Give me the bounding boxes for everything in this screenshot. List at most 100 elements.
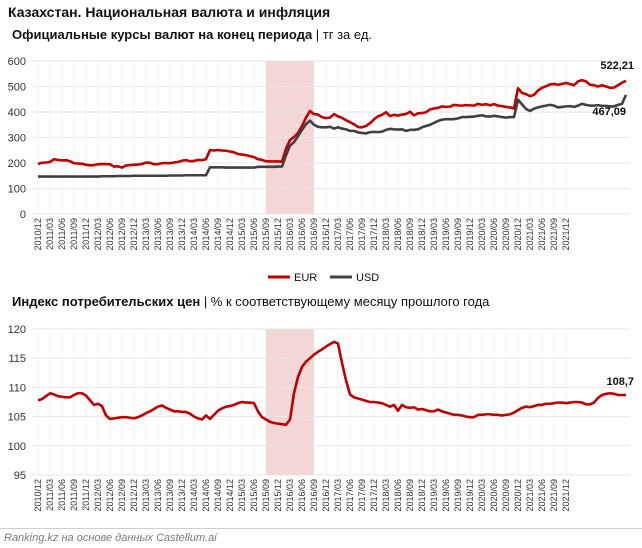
x-tick-label: 2018/03 [381,479,391,512]
x-tick-label: 2020/09 [501,218,511,251]
x-tick-label: 2020/03 [477,479,487,512]
x-tick-label: 2012/06 [105,218,115,251]
x-tick-label: 2019/12 [465,479,475,512]
series-line-usd [38,94,628,178]
x-tick-label: 2013/09 [165,479,175,512]
x-tick-label: 2014/12 [225,479,235,512]
x-tick-label: 2015/12 [273,218,283,251]
x-tick-label: 2011/03 [45,479,55,511]
chart-2-title: Индекс потребительских цен [12,294,201,309]
y-tick-label: 600 [8,56,26,68]
x-tick-label: 2020/09 [501,479,511,512]
legend-usd-label: USD [356,272,379,284]
x-tick-label: 2015/03 [237,479,247,512]
x-tick-label: 2010/12 [33,218,43,251]
x-tick-label: 2010/12 [33,479,43,512]
x-tick-label: 2012/09 [117,218,127,251]
footer: Ranking.kz на основе данных Castellum.ai [0,528,642,548]
y-tick-label: 105 [8,412,26,424]
y-tick-label: 100 [8,184,26,196]
x-tick-label: 2012/12 [129,218,139,251]
x-tick-label: 2021/06 [537,218,547,251]
x-tick-label: 2018/09 [405,479,415,512]
y-tick-label: 100 [8,441,26,453]
exchange-rate-chart: 0 100 200 300 400 500 600 2010/12 2011/03 2011/06… [8,56,634,284]
x-tick-label: 2019/09 [453,218,463,251]
x-tick-label: 2016/06 [297,479,307,512]
cpi-end-label: 108,7 [606,376,634,388]
x-tick-label: 2019/12 [465,218,475,251]
x-tick-label: 2015/09 [261,218,271,251]
x-tick-label: 2015/06 [249,218,259,251]
x-tick-label: 2017/12 [369,479,379,512]
x-tick-label: 2011/09 [69,479,79,511]
x-tick-label: 2012/06 [105,479,115,512]
x-tick-label: 2016/03 [285,479,295,512]
x-tick-label: 2017/06 [345,479,355,512]
x-tick-label: 2011/09 [69,218,79,250]
x-tick-label: 2020/12 [513,218,523,251]
x-tick-label: 2021/09 [549,479,559,512]
series-line-eur [37,78,627,169]
x-tick-label: 2020/03 [477,218,487,251]
x-tick-label: 2013/03 [141,218,151,251]
x-tick-label: 2016/12 [321,479,331,512]
chart-2-heading: Индекс потребительских цен | % к соответ… [12,294,489,309]
chart-1-heading: Официальные курсы валют на конец периода… [12,27,372,42]
x-tick-label: 2017/09 [357,479,367,512]
x-tick-label: 2014/06 [201,479,211,512]
source-note: Ranking.kz на основе данных Castellum.ai [4,532,217,544]
x-tick-label: 2018/12 [417,479,427,512]
eur-end-label: 522,21 [600,60,634,72]
x-tick-label: 2013/06 [153,218,163,251]
y-tick-label: 110 [8,382,26,394]
x-tick-label: 2017/06 [345,218,355,251]
x-tick-label: 2014/03 [189,218,199,251]
series-line-cpi [37,340,626,427]
x-tick-label: 2014/12 [225,218,235,251]
x-tick-label: 2015/09 [261,479,271,512]
x-tick-label: 2016/06 [297,218,307,251]
x-tick-label: 2013/03 [141,479,151,512]
x-tick-label: 2018/09 [405,218,415,251]
x-tick-label: 2017/12 [369,218,379,251]
x-tick-label: 2012/03 [93,218,103,251]
x-tick-label: 2016/09 [309,218,319,251]
x-tick-label: 2011/12 [81,218,91,250]
x-tick-label: 2012/03 [93,479,103,512]
x-tick-label: 2013/06 [153,479,163,512]
x-tick-label: 2014/06 [201,218,211,251]
x-tick-label: 2015/12 [273,479,283,512]
x-tick-label: 2013/12 [177,218,187,251]
x-tick-label: 2017/03 [333,218,343,251]
y-tick-label: 500 [8,82,26,94]
x-tick-label: 2013/12 [177,479,187,512]
chart-1-title: Официальные курсы валют на конец периода [12,27,313,42]
x-tick-label: 2012/09 [117,479,127,512]
x-tick-label: 2020/06 [489,479,499,512]
x-tick-label: 2014/03 [189,479,199,512]
legend-eur-label: EUR [294,272,317,284]
y-tick-label: 200 [8,158,26,170]
usd-end-label: 467,09 [592,106,626,118]
x-tick-label: 2017/03 [333,479,343,512]
page-title: Казахстан. Национальная валюта и инфляци… [8,4,331,20]
chart-2-subtitle: | % к соответствующему месяцу прошлого г… [200,294,490,309]
x-tick-label: 2019/03 [429,479,439,512]
x-tick-label: 2014/09 [213,218,223,251]
x-tick-label: 2016/03 [285,218,295,251]
x-tick-label: 2011/12 [81,479,91,511]
y-tick-label: 120 [8,324,26,336]
y-tick-label: 400 [8,107,26,119]
x-tick-label: 2021/09 [549,218,559,251]
x-tick-label: 2015/03 [237,218,247,251]
x-tick-label: 2019/06 [441,218,451,251]
y-tick-label: 95 [14,470,26,482]
x-tick-label: 2021/06 [537,479,547,512]
x-tick-label: 2017/09 [357,218,367,251]
y-tick-label: 115 [8,353,26,365]
x-tick-label: 2018/06 [393,218,403,251]
x-tick-label: 2011/06 [57,479,67,511]
x-tick-label: 2018/03 [381,218,391,251]
